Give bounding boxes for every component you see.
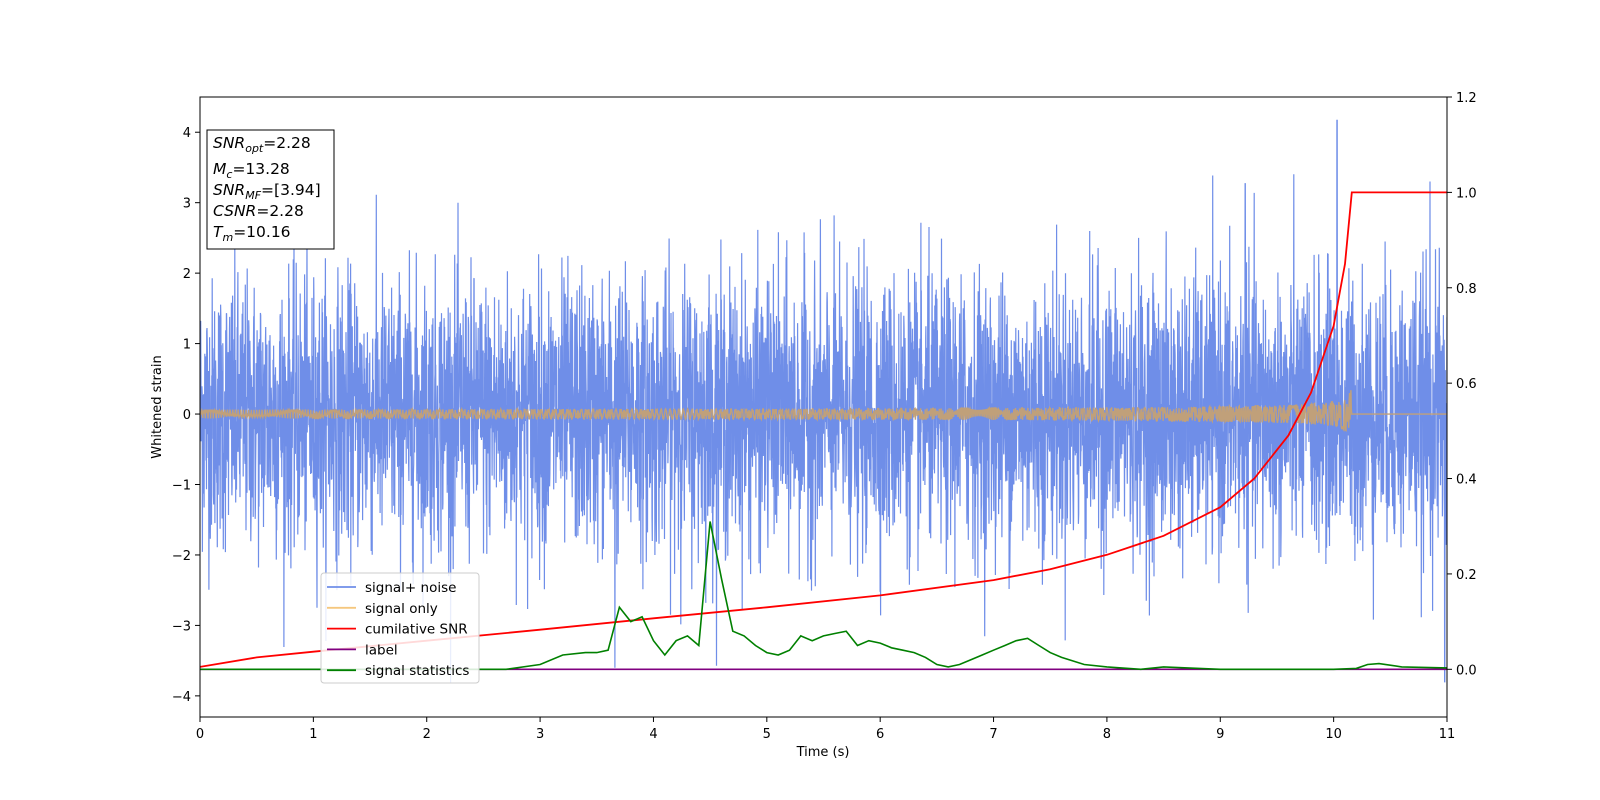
x-tick-label: 10 (1325, 727, 1342, 742)
y-axis-label: Whitened strain (150, 355, 165, 458)
y-axis-left: −4 −3 −2 −1 0 1 2 3 4 (172, 126, 200, 705)
x-tick-label: 9 (1216, 727, 1224, 742)
x-tick-label: 2 (423, 727, 431, 742)
y2-tick-label: 0.2 (1456, 568, 1477, 583)
y2-tick-label: 0.8 (1456, 282, 1477, 297)
info-box-frame (206, 129, 335, 250)
x-tick-label: 7 (989, 727, 997, 742)
info-line-base: SNR (213, 134, 245, 152)
legend-frame (320, 572, 480, 684)
y-tick-label: 4 (183, 126, 191, 141)
x-tick-label: 8 (1103, 727, 1111, 742)
x-tick-label: 3 (536, 727, 544, 742)
info-line-base: M (213, 160, 226, 178)
plot-frame (199, 96, 1448, 718)
legend-entry: cumilative SNR (365, 622, 468, 638)
legend-entry: signal only (365, 601, 438, 617)
x-tick-label: 5 (763, 727, 771, 742)
y-tick-label: 0 (183, 408, 191, 423)
info-line-base: CSNR (213, 202, 256, 220)
info-box: SNRopt=2.28Mc=13.28SNRMF=[3.94]CSNR=2.28… (206, 129, 335, 250)
signal-line (200, 390, 1447, 433)
y-tick-label: 2 (183, 267, 191, 282)
y2-tick-label: 0.4 (1456, 473, 1477, 488)
info-line: Tm=10.16 (213, 223, 291, 244)
y-tick-label: 1 (183, 338, 191, 353)
legend-entry: signal statistics (365, 663, 469, 679)
y-tick-label: −1 (172, 479, 191, 494)
info-line-value: =[3.94] (261, 181, 321, 199)
info-line: CSNR=2.28 (213, 202, 304, 220)
y2-tick-label: 1.0 (1456, 186, 1477, 201)
y-tick-label: 3 (183, 197, 191, 212)
x-tick-label: 0 (196, 727, 204, 742)
y-tick-label: −2 (172, 549, 191, 564)
legend: signal+ noise signal only cumilative SNR la… (320, 572, 480, 684)
info-line: Mc=13.28 (213, 160, 290, 181)
info-line: SNRopt=2.28 (213, 134, 311, 155)
x-tick-label: 6 (876, 727, 884, 742)
y2-tick-label: 1.2 (1456, 91, 1477, 106)
info-line-base: SNR (213, 181, 245, 199)
x-axis: 0 1 2 3 4 5 6 7 8 9 10 11 (196, 717, 1455, 742)
y-tick-label: −4 (172, 690, 191, 705)
y-tick-label: −3 (172, 619, 191, 634)
info-line-value: =10.16 (233, 223, 290, 241)
x-tick-label: 4 (649, 727, 657, 742)
info-line: SNRMF=[3.94] (213, 181, 321, 202)
signal-statistics-line (200, 521, 1447, 671)
legend-entry: label (365, 642, 398, 658)
y-axis-right: 0.0 0.2 0.4 0.6 0.8 1.0 1.2 (1447, 91, 1477, 678)
legend-entry: signal+ noise (365, 580, 456, 596)
y2-tick-label: 0.0 (1456, 663, 1477, 678)
info-line-value: =2.28 (263, 134, 311, 152)
info-line-value: =13.28 (232, 160, 289, 178)
info-line-sub: opt (245, 142, 264, 155)
info-line-sub: m (222, 231, 233, 244)
info-line-base: T (213, 223, 224, 241)
info-line-value: =2.28 (256, 202, 304, 220)
x-axis-label: Time (s) (796, 745, 850, 760)
info-line-sub: MF (245, 189, 261, 202)
x-tick-label: 11 (1439, 727, 1456, 742)
series-signal-statistics (200, 521, 1447, 671)
y2-tick-label: 0.6 (1456, 377, 1477, 392)
x-tick-label: 1 (309, 727, 317, 742)
series-signal-only (200, 390, 1447, 433)
info-line-sub: c (226, 168, 232, 181)
